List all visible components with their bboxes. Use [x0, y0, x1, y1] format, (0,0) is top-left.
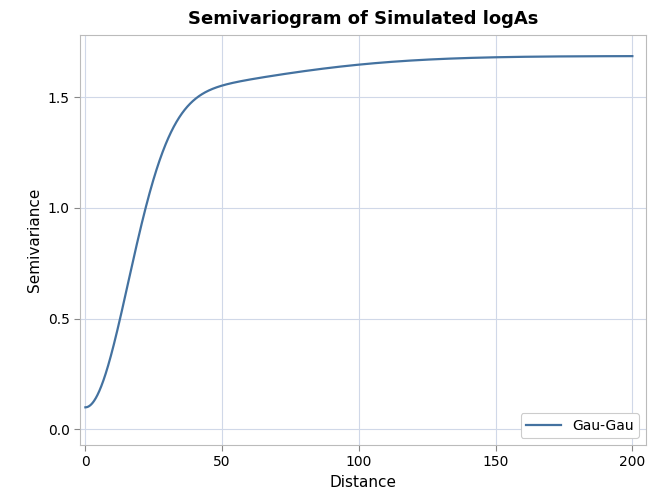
Title: Semivariogram of Simulated logAs: Semivariogram of Simulated logAs: [188, 10, 538, 28]
Gau-Gau: [81, 404, 89, 410]
X-axis label: Distance: Distance: [330, 475, 396, 490]
Gau-Gau: [109, 344, 117, 349]
Gau-Gau: [613, 53, 621, 59]
Gau-Gau: [333, 64, 341, 70]
Gau-Gau: [512, 54, 520, 60]
Line: Gau-Gau: Gau-Gau: [85, 56, 632, 408]
Gau-Gau: [612, 53, 620, 59]
Legend: Gau-Gau: Gau-Gau: [521, 413, 639, 438]
Gau-Gau: [628, 53, 636, 59]
Gau-Gau: [348, 62, 356, 68]
Y-axis label: Semivariance: Semivariance: [27, 188, 42, 292]
